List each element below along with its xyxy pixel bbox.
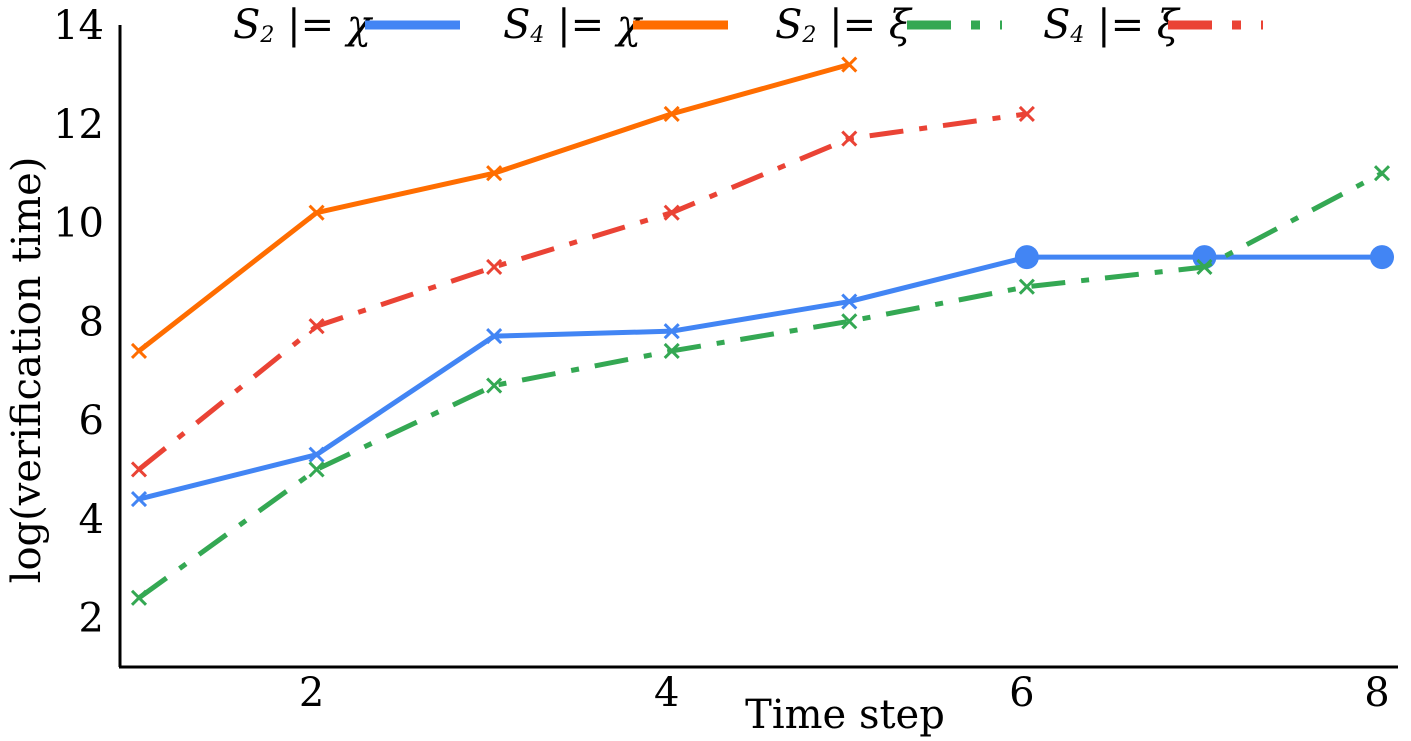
y-tick-labels: 2 4 6 8 10 12 14: [53, 3, 104, 642]
legend: S2 |= χ S4 |= χ S2 |= ξ S4 |= ξ: [233, 2, 1263, 48]
x-tick-label: 6: [1009, 670, 1034, 716]
data-point-x: [1018, 278, 1035, 295]
legend-label: S2 |= χ: [233, 2, 374, 48]
data-point-x: [130, 491, 148, 508]
series-line: [137, 111, 1028, 472]
y-tick-label: 14: [53, 3, 104, 49]
data-point-x: [486, 258, 503, 276]
data-point-x: [1018, 105, 1035, 122]
y-tick-label: 8: [79, 299, 104, 345]
legend-item-4: S4 |= ξ: [1043, 2, 1263, 48]
series-line: [138, 254, 1382, 502]
legend-label: S4 |= ξ: [1043, 2, 1181, 48]
y-tick-label: 10: [53, 201, 104, 247]
data-point-x: [308, 318, 325, 335]
series-1: [130, 245, 1394, 508]
data-point-x: [841, 130, 858, 147]
x-tick-label: 8: [1364, 670, 1389, 716]
data-point-x: [308, 204, 325, 221]
series-4: [130, 105, 1035, 478]
legend-item-1: S2 |= χ: [233, 2, 460, 48]
x-tick-labels: 2 4 6 8: [299, 670, 1390, 716]
series-line: [137, 62, 850, 353]
data-point-x: [1373, 165, 1391, 182]
legend-item-2: S4 |= χ: [503, 2, 728, 48]
data-point-x: [841, 56, 858, 73]
data-point-x: [841, 293, 858, 310]
data-point-circle: [1370, 245, 1394, 270]
data-point-x: [663, 323, 680, 340]
series-3: [130, 165, 1391, 606]
data-point-x: [841, 313, 858, 330]
axes: [118, 25, 1398, 669]
data-point-circle: [1014, 245, 1039, 270]
data-point-x: [663, 204, 680, 221]
legend-label: S4 |= χ: [503, 2, 644, 48]
data-point-x: [486, 165, 503, 182]
data-point-x: [1196, 258, 1213, 276]
data-point-x: [130, 589, 148, 606]
data-point-x: [130, 461, 148, 478]
data-point-x: [486, 377, 503, 394]
y-tick-label: 4: [79, 497, 104, 543]
y-tick-label: 12: [53, 102, 104, 148]
data-point-x: [130, 342, 148, 359]
x-axis-title: Time step: [745, 692, 945, 738]
data-point-x: [663, 342, 680, 359]
x-tick-label: 2: [299, 670, 324, 716]
y-axis-title: log(verification time): [4, 157, 50, 584]
y-tick-label: 6: [79, 398, 104, 444]
data-point-x: [486, 328, 503, 345]
legend-label: S2 |= ξ: [775, 2, 913, 48]
series-line: [137, 170, 1384, 600]
series-layer: [130, 56, 1394, 606]
legend-item-3: S2 |= ξ: [775, 2, 1002, 48]
x-tick-label: 4: [654, 670, 679, 716]
data-point-x: [308, 446, 325, 463]
y-tick-label: 2: [79, 596, 104, 642]
data-point-x: [308, 461, 325, 478]
data-point-x: [663, 105, 680, 122]
series-2: [130, 56, 858, 359]
